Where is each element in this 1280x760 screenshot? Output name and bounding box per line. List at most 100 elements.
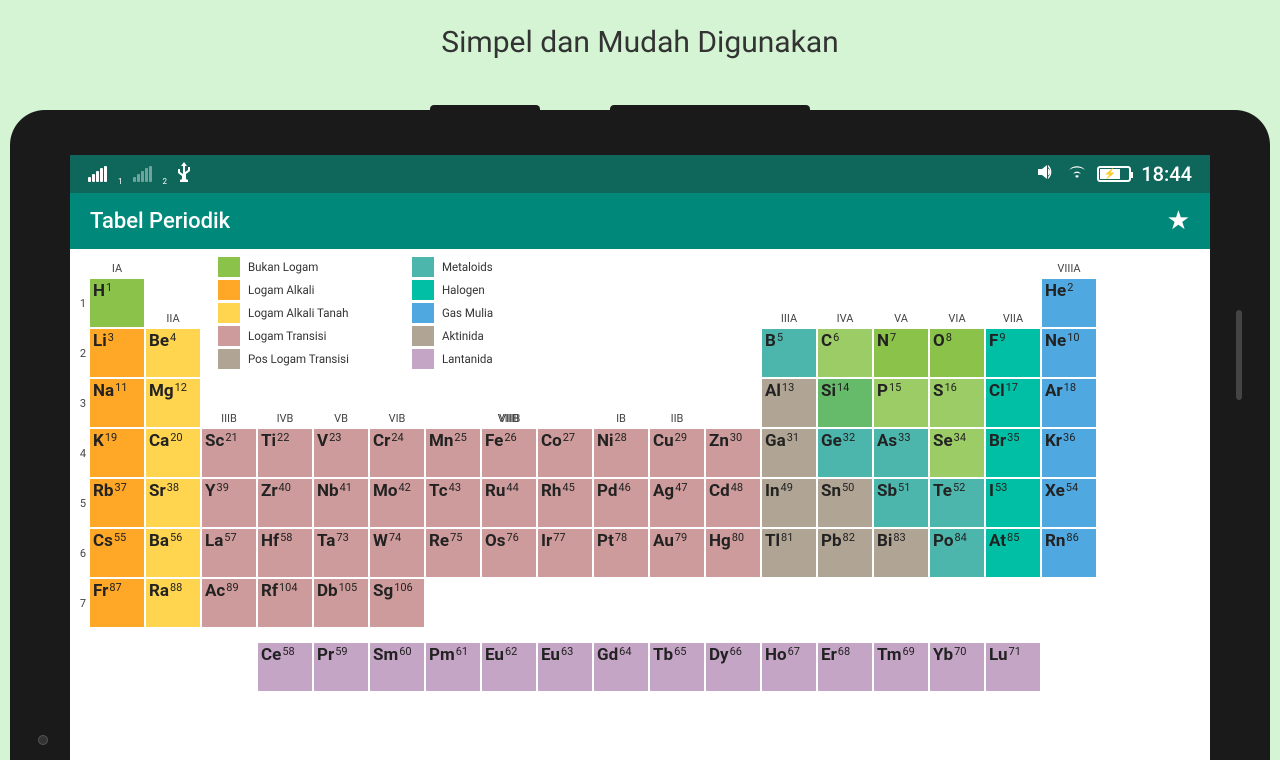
element-f[interactable]: F9 — [986, 329, 1040, 377]
element-be[interactable]: Be4 — [146, 329, 200, 377]
element-gd[interactable]: Gd64 — [594, 643, 648, 691]
group-header: IIIA — [762, 312, 816, 327]
element-ho[interactable]: Ho67 — [762, 643, 816, 691]
element-si[interactable]: Si14 — [818, 379, 872, 427]
element-mo[interactable]: Mo42 — [370, 479, 424, 527]
star-icon[interactable]: ★ — [1167, 206, 1190, 236]
element-eu[interactable]: Eu63 — [538, 643, 592, 691]
element-sc[interactable]: Sc21 — [202, 429, 256, 477]
element-po[interactable]: Po84 — [930, 529, 984, 577]
element-ga[interactable]: Ga31 — [762, 429, 816, 477]
element-yb[interactable]: Yb70 — [930, 643, 984, 691]
element-na[interactable]: Na11 — [90, 379, 144, 427]
element-ne[interactable]: Ne10 — [1042, 329, 1096, 377]
element-zr[interactable]: Zr40 — [258, 479, 312, 527]
element-bi[interactable]: Bi83 — [874, 529, 928, 577]
element-at[interactable]: At85 — [986, 529, 1040, 577]
element-tc[interactable]: Tc43 — [426, 479, 480, 527]
element-cu[interactable]: Cu29 — [650, 429, 704, 477]
element-o[interactable]: O8 — [930, 329, 984, 377]
element-in[interactable]: In49 — [762, 479, 816, 527]
element-hf[interactable]: Hf58 — [258, 529, 312, 577]
element-ta[interactable]: Ta73 — [314, 529, 368, 577]
element-ar[interactable]: Ar18 — [1042, 379, 1096, 427]
element-sg[interactable]: Sg106 — [370, 579, 424, 627]
element-i[interactable]: I53 — [986, 479, 1040, 527]
element-hg[interactable]: Hg80 — [706, 529, 760, 577]
element-mg[interactable]: Mg12 — [146, 379, 200, 427]
element-tb[interactable]: Tb65 — [650, 643, 704, 691]
element-ru[interactable]: Ru44 — [482, 479, 536, 527]
element-er[interactable]: Er68 — [818, 643, 872, 691]
element-mn[interactable]: Mn25 — [426, 429, 480, 477]
element-ra[interactable]: Ra88 — [146, 579, 200, 627]
element-br[interactable]: Br35 — [986, 429, 1040, 477]
element-ir[interactable]: Ir77 — [538, 529, 592, 577]
element-he[interactable]: He2 — [1042, 279, 1096, 327]
element-k[interactable]: K19 — [90, 429, 144, 477]
element-lu[interactable]: Lu71 — [986, 643, 1040, 691]
element-p[interactable]: P15 — [874, 379, 928, 427]
element-h[interactable]: H1 — [90, 279, 144, 327]
element-zn[interactable]: Zn30 — [706, 429, 760, 477]
element-pb[interactable]: Pb82 — [818, 529, 872, 577]
element-ce[interactable]: Ce58 — [258, 643, 312, 691]
element-dy[interactable]: Dy66 — [706, 643, 760, 691]
element-db[interactable]: Db105 — [314, 579, 368, 627]
element-nb[interactable]: Nb41 — [314, 479, 368, 527]
element-tm[interactable]: Tm69 — [874, 643, 928, 691]
legend-label: Logam Transisi — [248, 329, 326, 343]
element-eu[interactable]: Eu62 — [482, 643, 536, 691]
legend-label: Bukan Logam — [248, 260, 318, 274]
element-sr[interactable]: Sr38 — [146, 479, 200, 527]
element-rf[interactable]: Rf104 — [258, 579, 312, 627]
element-y[interactable]: Y39 — [202, 479, 256, 527]
element-co[interactable]: Co27 — [538, 429, 592, 477]
element-w[interactable]: W74 — [370, 529, 424, 577]
element-ac[interactable]: Ac89 — [202, 579, 256, 627]
element-n[interactable]: N7 — [874, 329, 928, 377]
element-as[interactable]: As33 — [874, 429, 928, 477]
element-xe[interactable]: Xe54 — [1042, 479, 1096, 527]
element-cs[interactable]: Cs55 — [90, 529, 144, 577]
legend-swatch — [218, 257, 240, 277]
element-b[interactable]: B5 — [762, 329, 816, 377]
element-pd[interactable]: Pd46 — [594, 479, 648, 527]
element-cl[interactable]: Cl17 — [986, 379, 1040, 427]
element-al[interactable]: Al13 — [762, 379, 816, 427]
element-li[interactable]: Li3 — [90, 329, 144, 377]
element-ge[interactable]: Ge32 — [818, 429, 872, 477]
element-ba[interactable]: Ba56 — [146, 529, 200, 577]
element-pm[interactable]: Pm61 — [426, 643, 480, 691]
element-cd[interactable]: Cd48 — [706, 479, 760, 527]
element-fe[interactable]: Fe26 — [482, 429, 536, 477]
element-rn[interactable]: Rn86 — [1042, 529, 1096, 577]
element-te[interactable]: Te52 — [930, 479, 984, 527]
element-sm[interactable]: Sm60 — [370, 643, 424, 691]
element-c[interactable]: C6 — [818, 329, 872, 377]
element-rh[interactable]: Rh45 — [538, 479, 592, 527]
element-sn[interactable]: Sn50 — [818, 479, 872, 527]
legend-swatch — [412, 257, 434, 277]
element-au[interactable]: Au79 — [650, 529, 704, 577]
element-cr[interactable]: Cr24 — [370, 429, 424, 477]
legend-item: Logam Transisi — [218, 324, 408, 347]
element-ca[interactable]: Ca20 — [146, 429, 200, 477]
element-kr[interactable]: Kr36 — [1042, 429, 1096, 477]
element-tl[interactable]: Tl81 — [762, 529, 816, 577]
element-s[interactable]: S16 — [930, 379, 984, 427]
element-ni[interactable]: Ni28 — [594, 429, 648, 477]
element-rb[interactable]: Rb37 — [90, 479, 144, 527]
element-re[interactable]: Re75 — [426, 529, 480, 577]
element-os[interactable]: Os76 — [482, 529, 536, 577]
element-se[interactable]: Se34 — [930, 429, 984, 477]
element-pt[interactable]: Pt78 — [594, 529, 648, 577]
element-la[interactable]: La57 — [202, 529, 256, 577]
element-pr[interactable]: Pr59 — [314, 643, 368, 691]
element-ti[interactable]: Ti22 — [258, 429, 312, 477]
element-v[interactable]: V23 — [314, 429, 368, 477]
element-fr[interactable]: Fr87 — [90, 579, 144, 627]
element-ag[interactable]: Ag47 — [650, 479, 704, 527]
group-header: VIIA — [986, 312, 1040, 327]
element-sb[interactable]: Sb51 — [874, 479, 928, 527]
